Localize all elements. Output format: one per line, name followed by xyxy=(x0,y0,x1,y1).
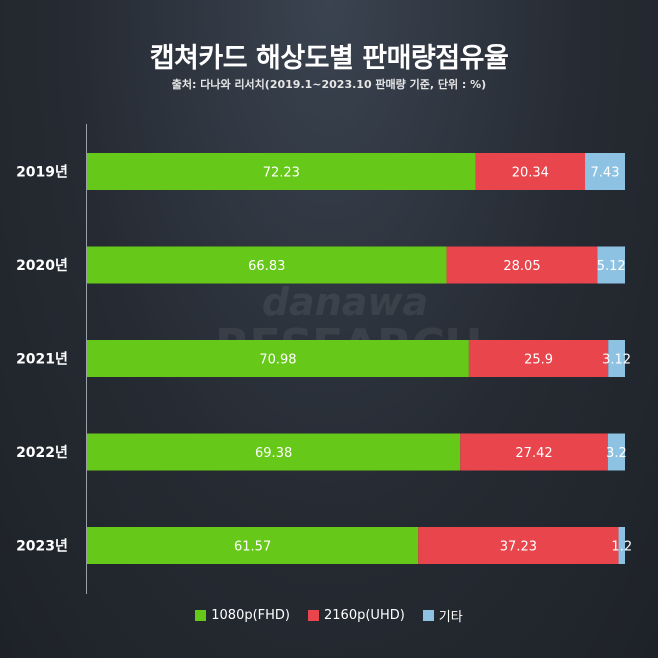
bar-fhd-2 xyxy=(87,340,469,377)
value-label-other-4: 1.2 xyxy=(611,540,632,555)
value-label-fhd-1: 66.83 xyxy=(248,259,285,274)
legend-item-other: 기타 xyxy=(422,606,463,625)
value-label-fhd-0: 72.23 xyxy=(263,166,300,181)
bar-other-2 xyxy=(608,340,625,377)
bar-fhd-0 xyxy=(87,153,476,190)
year-label-4: 2023년 xyxy=(16,539,68,555)
legend: 1080p(FHD) 2160p(UHD) 기타 xyxy=(0,606,658,625)
value-label-fhd-2: 70.98 xyxy=(259,353,296,368)
bar-fhd-1 xyxy=(87,246,447,284)
bar-uhd-0 xyxy=(475,153,586,190)
value-label-uhd-2: 25.9 xyxy=(524,353,553,368)
bar-other-3 xyxy=(607,433,625,471)
year-label-1: 2020년 xyxy=(16,258,68,274)
legend-label-other: 기타 xyxy=(438,610,463,625)
bar-uhd-4 xyxy=(418,527,619,564)
chart-title: 캡쳐카드 해상도별 판매량점유율 xyxy=(149,43,509,74)
bar-other-4 xyxy=(618,527,625,564)
bar-uhd-3 xyxy=(460,433,608,471)
legend-label-fhd: 1080p(FHD) xyxy=(211,608,291,623)
value-label-uhd-1: 28.05 xyxy=(503,259,540,274)
value-label-other-2: 3.12 xyxy=(602,353,631,368)
year-label-2: 2021년 xyxy=(16,352,68,368)
value-label-uhd-4: 37.23 xyxy=(500,540,537,555)
legend-swatch-fhd xyxy=(195,610,207,621)
legend-item-uhd: 2160p(UHD) xyxy=(308,606,405,625)
bar-uhd-1 xyxy=(446,246,598,284)
bar-other-0 xyxy=(585,153,625,190)
bar-fhd-4 xyxy=(87,527,419,564)
year-label-3: 2022년 xyxy=(16,445,68,461)
legend-item-fhd: 1080p(FHD) xyxy=(195,606,290,625)
legend-label-uhd: 2160p(UHD) xyxy=(324,608,405,623)
year-label-0: 2019년 xyxy=(16,165,68,181)
value-label-uhd-0: 20.34 xyxy=(512,166,549,181)
value-label-fhd-4: 61.57 xyxy=(234,540,271,555)
legend-swatch-uhd xyxy=(308,610,320,621)
legend-swatch-other xyxy=(422,610,434,621)
value-label-other-1: 5.12 xyxy=(597,259,626,274)
chart-subtitle: 출처: 다나와 리서치(2019.1~2023.10 판매량 기준, 단위 : … xyxy=(171,78,487,91)
value-label-other-0: 7.43 xyxy=(591,166,620,181)
value-label-other-3: 3.2 xyxy=(606,446,627,461)
bar-uhd-2 xyxy=(468,340,609,377)
value-label-fhd-3: 69.38 xyxy=(255,446,292,461)
bar-other-1 xyxy=(597,246,625,284)
bar-fhd-3 xyxy=(87,433,461,471)
y-axis-line xyxy=(86,124,87,594)
value-label-uhd-3: 27.42 xyxy=(515,446,552,461)
